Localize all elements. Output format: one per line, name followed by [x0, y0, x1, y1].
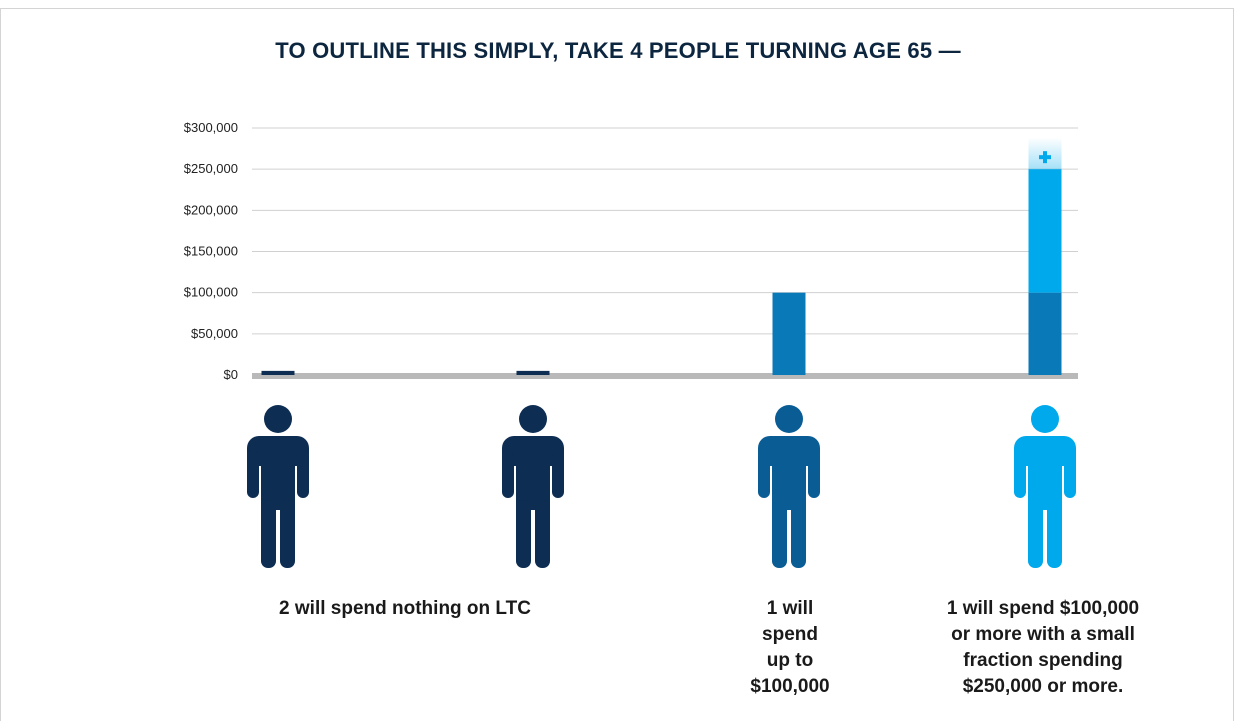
chart-title: TO OUTLINE THIS SIMPLY, TAKE 4 PEOPLE TU… — [275, 38, 961, 63]
y-tick-label: $0 — [224, 367, 238, 382]
caption-up-to-100k: 1 will spend up to $100,000 — [720, 596, 860, 700]
caption-line: $250,000 or more. — [962, 676, 1124, 697]
y-tick-label: $100,000 — [184, 285, 238, 300]
bar-segment — [1028, 169, 1062, 293]
plus-icon — [1039, 151, 1051, 164]
caption-line: 1 will — [766, 598, 814, 619]
bar-segment — [261, 370, 295, 375]
caption-nothing-on-ltc: 2 will spend nothing on LTC — [225, 596, 585, 622]
caption-line: $100,000 — [750, 676, 830, 697]
caption-line: spend — [762, 624, 818, 645]
x-axis-baseline — [252, 373, 1078, 379]
caption-line: up to — [766, 650, 814, 671]
person-icon — [247, 405, 309, 568]
bar-segment — [1028, 292, 1062, 375]
y-tick-label: $50,000 — [191, 326, 238, 341]
caption-line: or more with a small — [951, 624, 1135, 645]
person-icon — [758, 405, 820, 568]
y-tick-label: $250,000 — [184, 161, 238, 176]
bar-segment — [516, 370, 550, 375]
caption-line: 1 will spend $100,000 — [946, 598, 1140, 619]
person-icon — [1014, 405, 1076, 568]
y-tick-label: $300,000 — [184, 120, 238, 135]
caption-line: fraction spending — [963, 650, 1123, 671]
y-tick-label: $200,000 — [184, 202, 238, 217]
chart-frame — [0, 8, 1234, 721]
caption-100k-or-more: 1 will spend $100,000 or more with a sma… — [898, 596, 1188, 700]
bar-segment — [772, 292, 806, 375]
person-icon — [502, 405, 564, 568]
caption-line: 2 will spend nothing on LTC — [279, 598, 531, 619]
y-tick-label: $150,000 — [184, 244, 238, 259]
